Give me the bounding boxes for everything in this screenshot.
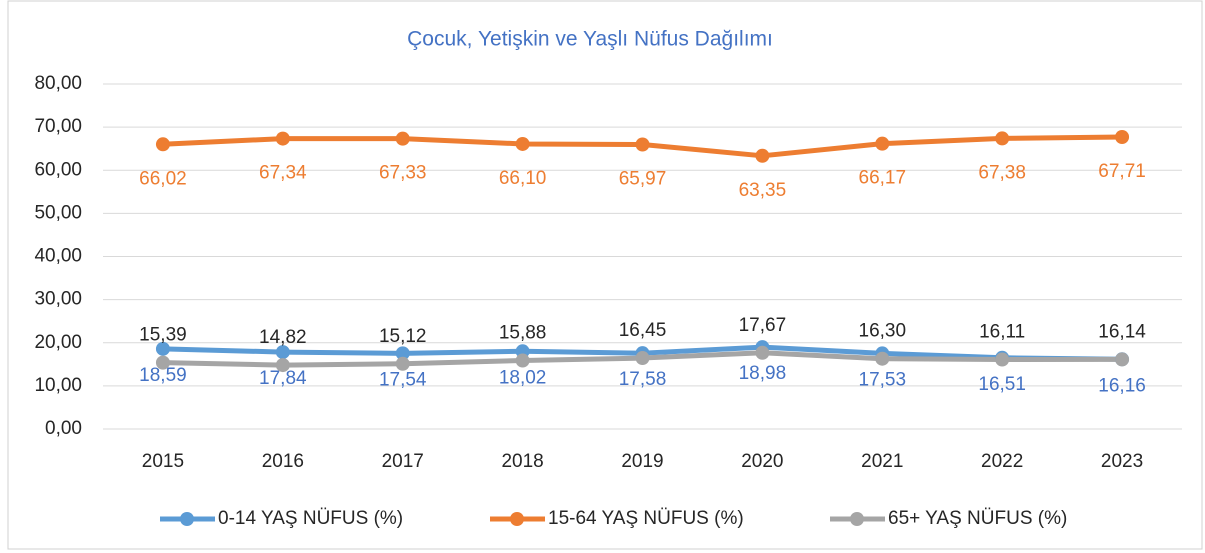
- data-point: [275, 345, 290, 360]
- x-tick-label: 2023: [1101, 451, 1143, 472]
- chart-border: [7, 0, 1203, 550]
- data-label: 17,53: [859, 369, 907, 390]
- data-point: [515, 353, 530, 368]
- data-label: 16,45: [619, 320, 667, 341]
- data-label: 15,39: [139, 325, 187, 346]
- data-point: [875, 136, 890, 151]
- data-label: 17,84: [259, 368, 307, 389]
- data-point: [395, 346, 410, 361]
- data-label: 18,98: [739, 363, 787, 384]
- x-tick-label: 2021: [861, 451, 903, 472]
- data-label: 18,02: [499, 367, 547, 388]
- legend-label: 65+ YAŞ NÜFUS (%): [888, 508, 1067, 529]
- y-tick-label: 80,00: [34, 73, 82, 94]
- legend-label: 15-64 YAŞ NÜFUS (%): [548, 508, 744, 529]
- data-label: 14,82: [259, 327, 307, 348]
- x-tick-label: 2018: [501, 451, 543, 472]
- x-tick-label: 2017: [382, 451, 424, 472]
- data-label: 66,02: [139, 168, 187, 189]
- x-tick-label: 2020: [741, 451, 783, 472]
- data-point: [995, 131, 1010, 146]
- y-tick-label: 20,00: [34, 332, 82, 353]
- x-tick-label: 2016: [262, 451, 304, 472]
- data-point: [155, 355, 170, 370]
- data-label: 15,88: [499, 323, 547, 344]
- data-point: [395, 131, 410, 146]
- data-label: 16,14: [1098, 321, 1146, 342]
- data-point: [635, 351, 650, 366]
- x-tick-label: 2015: [142, 451, 184, 472]
- y-tick-label: 40,00: [34, 246, 82, 267]
- x-tick-label: 2019: [621, 451, 663, 472]
- data-label: 16,30: [859, 321, 907, 342]
- y-tick-label: 60,00: [34, 159, 82, 180]
- data-label: 67,34: [259, 163, 307, 184]
- data-label: 67,71: [1098, 161, 1146, 182]
- data-point: [755, 148, 770, 163]
- data-label: 15,12: [379, 326, 427, 347]
- data-point: [635, 137, 650, 152]
- data-point: [155, 137, 170, 152]
- legend-marker: [850, 512, 864, 526]
- data-label: 16,51: [978, 374, 1026, 395]
- data-point: [275, 358, 290, 373]
- y-tick-label: 10,00: [34, 375, 82, 396]
- y-tick-label: 30,00: [34, 289, 82, 310]
- legend-marker: [180, 512, 194, 526]
- data-label: 17,54: [379, 369, 427, 390]
- data-label: 16,16: [1098, 375, 1146, 396]
- data-label: 18,59: [139, 365, 187, 386]
- y-tick-label: 50,00: [34, 202, 82, 223]
- data-label: 63,35: [739, 180, 787, 201]
- data-point: [275, 131, 290, 146]
- data-point: [875, 351, 890, 366]
- data-point: [995, 352, 1010, 367]
- data-label: 66,10: [499, 168, 547, 189]
- data-label: 17,67: [739, 315, 787, 336]
- data-label: 67,38: [978, 162, 1026, 183]
- data-label: 65,97: [619, 169, 667, 190]
- data-label: 67,33: [379, 163, 427, 184]
- chart-title: Çocuk, Yetişkin ve Yaşlı Nüfus Dağılımı: [407, 28, 773, 51]
- data-point: [515, 136, 530, 151]
- y-tick-label: 0,00: [45, 418, 82, 439]
- data-point: [155, 341, 170, 356]
- y-tick-label: 70,00: [34, 116, 82, 137]
- legend-label: 0-14 YAŞ NÜFUS (%): [218, 508, 403, 529]
- data-label: 66,17: [859, 168, 907, 189]
- data-label: 16,11: [979, 322, 1025, 343]
- data-point: [755, 345, 770, 360]
- data-point: [395, 356, 410, 371]
- legend-marker: [510, 512, 524, 526]
- data-point: [1115, 352, 1130, 367]
- data-label: 17,58: [619, 369, 667, 390]
- data-point: [1115, 130, 1130, 145]
- x-tick-label: 2022: [981, 451, 1023, 472]
